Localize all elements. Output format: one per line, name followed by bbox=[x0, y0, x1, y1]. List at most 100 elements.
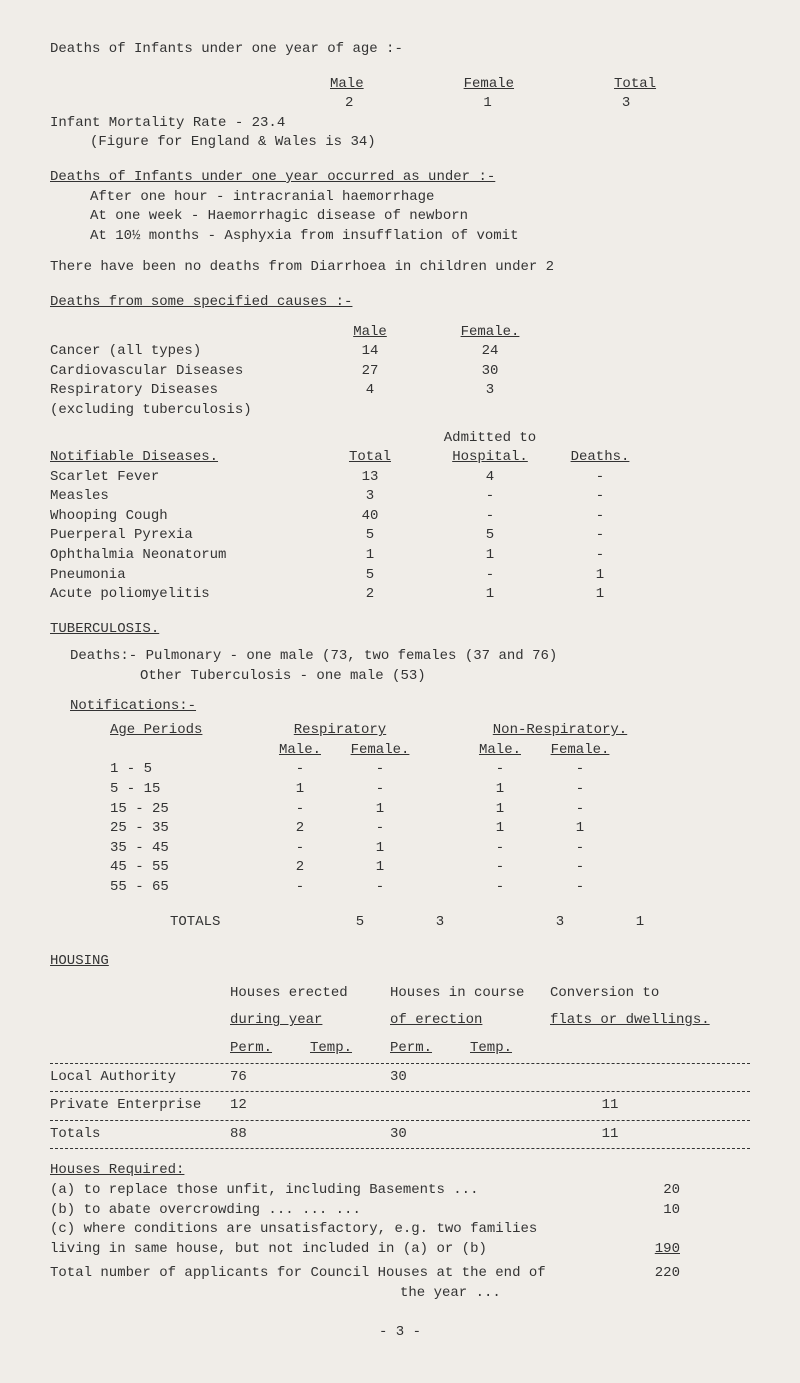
nonresp-label: Non-Respiratory. bbox=[460, 721, 660, 741]
sc-male-header: Male bbox=[310, 323, 430, 343]
ht-t2 bbox=[470, 1125, 550, 1145]
during-year: during year bbox=[230, 1011, 390, 1031]
age-row-3-nf: 1 bbox=[540, 819, 620, 839]
sc-row-2-female: 3 bbox=[430, 381, 550, 401]
nonresp-female-label: Female. bbox=[540, 741, 620, 761]
notif-row-3-label: Puerperal Pyrexia bbox=[50, 526, 310, 546]
age-row-4-range: 35 - 45 bbox=[50, 839, 260, 859]
h-row-1-label: Private Enterprise bbox=[50, 1096, 230, 1116]
age-row-6-nf: - bbox=[540, 878, 620, 898]
val-total: 3 bbox=[622, 94, 630, 114]
age-row-0-nm: - bbox=[460, 760, 540, 780]
perm-1: Perm. bbox=[230, 1039, 310, 1059]
notif-row-6-hosp: 1 bbox=[430, 585, 550, 605]
tb-deaths-1: Deaths:- Pulmonary - one male (73, two f… bbox=[70, 647, 750, 667]
sc-row-2-male: 4 bbox=[310, 381, 430, 401]
header-total: Total bbox=[614, 75, 656, 95]
notif-row-4-hosp: 1 bbox=[430, 546, 550, 566]
mortality-rate: Infant Mortality Rate - 23.4 bbox=[50, 114, 750, 134]
houses-required-title: Houses Required: bbox=[50, 1161, 750, 1181]
notif-row-4-total: 1 bbox=[310, 546, 430, 566]
age-row-0-range: 1 - 5 bbox=[50, 760, 260, 780]
notif-row-3-deaths: - bbox=[550, 526, 650, 546]
req-row-1-val: 10 bbox=[600, 1201, 680, 1221]
req-row-0-label: (a) to replace those unfit, including Ba… bbox=[50, 1181, 600, 1201]
deaths-item-1: At one week - Haemorrhagic disease of ne… bbox=[90, 207, 750, 227]
houses-course: Houses in course bbox=[390, 984, 550, 1004]
deaths-under-title: Deaths of Infants under one year occurre… bbox=[50, 168, 750, 188]
h-row-0-t1 bbox=[310, 1068, 390, 1088]
notif-row-0-hosp: 4 bbox=[430, 468, 550, 488]
mortality-note: (Figure for England & Wales is 34) bbox=[90, 133, 750, 153]
ht-conv: 11 bbox=[550, 1125, 670, 1145]
notif-row-5-total: 5 bbox=[310, 566, 430, 586]
age-row-1-nf: - bbox=[540, 780, 620, 800]
age-row-2-rm: - bbox=[260, 800, 340, 820]
sc-row-3-male bbox=[310, 401, 430, 421]
resp-female-label: Female. bbox=[340, 741, 420, 761]
h-row-1-conv: 11 bbox=[550, 1096, 670, 1116]
nonresp-male-label: Male. bbox=[460, 741, 540, 761]
h-row-0-conv bbox=[550, 1068, 670, 1088]
notifiable-title: Notifiable Diseases. bbox=[50, 448, 310, 468]
notif-deaths-header: Deaths. bbox=[550, 448, 650, 468]
sc-row-0-male: 14 bbox=[310, 342, 430, 362]
tb-notif: Notifications:- bbox=[70, 697, 750, 717]
req-total-label2: the year ... bbox=[400, 1284, 750, 1304]
ht-p2: 30 bbox=[390, 1125, 470, 1145]
sc-row-3-label: (excluding tuberculosis) bbox=[50, 401, 310, 421]
notif-hospital-header: Hospital. bbox=[430, 448, 550, 468]
req-total-val: 220 bbox=[600, 1264, 680, 1284]
notif-row-4-deaths: - bbox=[550, 546, 650, 566]
tb-deaths-2: Other Tuberculosis - one male (53) bbox=[140, 667, 750, 687]
notif-row-2-total: 40 bbox=[310, 507, 430, 527]
h-row-0-p2: 30 bbox=[390, 1068, 470, 1088]
age-row-3-rf: - bbox=[340, 819, 420, 839]
temp-2: Temp. bbox=[470, 1039, 550, 1059]
h-row-1-p1: 12 bbox=[230, 1096, 310, 1116]
deaths-item-2: At 10½ months - Asphyxia from insufflati… bbox=[90, 227, 750, 247]
notif-row-6-total: 2 bbox=[310, 585, 430, 605]
age-row-6-nm: - bbox=[460, 878, 540, 898]
age-periods-label: Age Periods bbox=[50, 721, 260, 741]
req-row-3-label: living in same house, but not included i… bbox=[50, 1240, 600, 1260]
resp-label: Respiratory bbox=[260, 721, 420, 741]
age-row-0-rm: - bbox=[260, 760, 340, 780]
val-male: 2 bbox=[345, 94, 353, 114]
notif-row-1-deaths: - bbox=[550, 487, 650, 507]
notif-row-5-deaths: 1 bbox=[550, 566, 650, 586]
notif-row-2-hosp: - bbox=[430, 507, 550, 527]
of-erection: of erection bbox=[390, 1011, 550, 1031]
age-row-0-nf: - bbox=[540, 760, 620, 780]
req-row-1-label: (b) to abate overcrowding ... ... ... bbox=[50, 1201, 600, 1221]
req-row-0-val: 20 bbox=[600, 1181, 680, 1201]
age-row-0-rf: - bbox=[340, 760, 420, 780]
housing-totals-label: Totals bbox=[50, 1125, 230, 1145]
age-row-6-rm: - bbox=[260, 878, 340, 898]
total-rm: 5 bbox=[320, 913, 400, 933]
val-female: 1 bbox=[483, 94, 491, 114]
notif-row-5-label: Pneumonia bbox=[50, 566, 310, 586]
sc-row-0-label: Cancer (all types) bbox=[50, 342, 310, 362]
total-rf: 3 bbox=[400, 913, 480, 933]
diarrhoea-note: There have been no deaths from Diarrhoea… bbox=[50, 258, 750, 278]
total-nf: 1 bbox=[600, 913, 680, 933]
flats-dwellings: flats or dwellings. bbox=[550, 1011, 710, 1031]
age-row-3-range: 25 - 35 bbox=[50, 819, 260, 839]
notif-row-4-label: Ophthalmia Neonatorum bbox=[50, 546, 310, 566]
age-row-5-range: 45 - 55 bbox=[50, 858, 260, 878]
age-row-1-rm: 1 bbox=[260, 780, 340, 800]
ht-p1: 88 bbox=[230, 1125, 310, 1145]
header-female: Female bbox=[464, 75, 514, 95]
notif-row-1-label: Measles bbox=[50, 487, 310, 507]
deaths-item-0: After one hour - intracranial haemorrhag… bbox=[90, 188, 750, 208]
age-row-5-nm: - bbox=[460, 858, 540, 878]
admitted-label: Admitted to bbox=[430, 429, 550, 449]
sc-row-3-female bbox=[430, 401, 550, 421]
age-row-4-rf: 1 bbox=[340, 839, 420, 859]
age-row-1-nm: 1 bbox=[460, 780, 540, 800]
req-row-2-label: (c) where conditions are unsatisfactory,… bbox=[50, 1220, 600, 1240]
age-row-4-rm: - bbox=[260, 839, 340, 859]
total-nm: 3 bbox=[520, 913, 600, 933]
notif-row-2-label: Whooping Cough bbox=[50, 507, 310, 527]
